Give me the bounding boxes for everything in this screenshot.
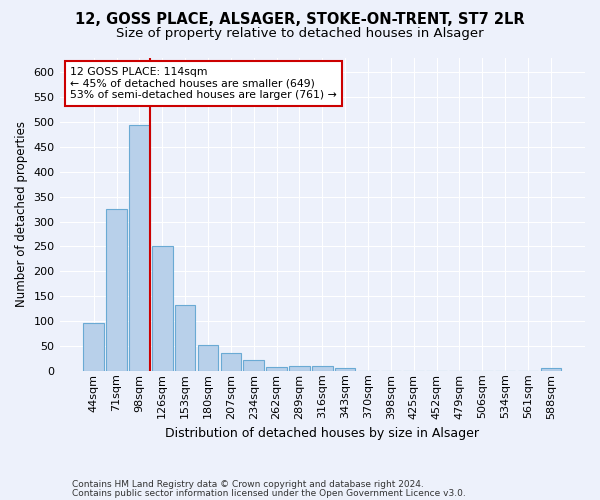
X-axis label: Distribution of detached houses by size in Alsager: Distribution of detached houses by size … bbox=[165, 427, 479, 440]
Text: 12, GOSS PLACE, ALSAGER, STOKE-ON-TRENT, ST7 2LR: 12, GOSS PLACE, ALSAGER, STOKE-ON-TRENT,… bbox=[75, 12, 525, 28]
Bar bbox=[312, 366, 332, 371]
Bar bbox=[221, 353, 241, 371]
Text: Contains HM Land Registry data © Crown copyright and database right 2024.: Contains HM Land Registry data © Crown c… bbox=[72, 480, 424, 489]
Text: Contains public sector information licensed under the Open Government Licence v3: Contains public sector information licen… bbox=[72, 489, 466, 498]
Bar bbox=[83, 322, 104, 371]
Bar bbox=[335, 368, 355, 371]
Bar bbox=[289, 366, 310, 371]
Bar bbox=[198, 346, 218, 371]
Text: Size of property relative to detached houses in Alsager: Size of property relative to detached ho… bbox=[116, 28, 484, 40]
Bar bbox=[129, 124, 150, 371]
Bar bbox=[152, 246, 173, 371]
Bar bbox=[266, 367, 287, 371]
Bar bbox=[244, 360, 264, 371]
Bar bbox=[541, 368, 561, 371]
Bar bbox=[175, 304, 196, 371]
Y-axis label: Number of detached properties: Number of detached properties bbox=[15, 121, 28, 307]
Text: 12 GOSS PLACE: 114sqm
← 45% of detached houses are smaller (649)
53% of semi-det: 12 GOSS PLACE: 114sqm ← 45% of detached … bbox=[70, 67, 337, 100]
Bar bbox=[106, 209, 127, 371]
